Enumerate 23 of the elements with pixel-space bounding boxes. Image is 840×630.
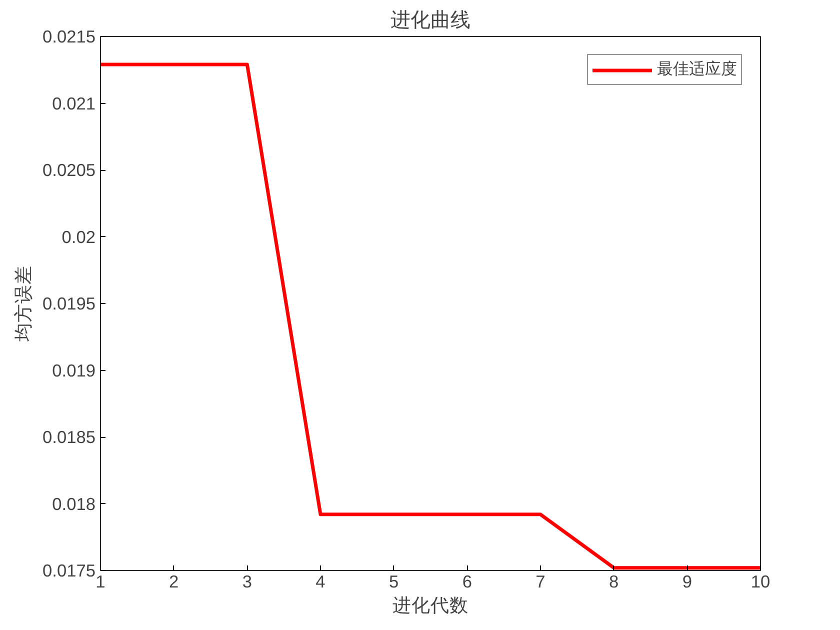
x-tick-label: 6 (462, 572, 472, 592)
x-tick-label: 2 (169, 572, 179, 592)
y-axis-title: 均方误差 (12, 266, 34, 342)
chart-title: 进化曲线 (390, 8, 470, 32)
y-tick-label: 0.02 (62, 226, 96, 247)
y-tick-label: 0.0185 (42, 427, 96, 447)
x-tick-label: 3 (242, 572, 252, 592)
legend-label: 最佳适应度 (657, 59, 737, 80)
x-tick-label: 4 (316, 572, 326, 592)
x-axis-title: 进化代数 (392, 596, 468, 616)
y-tick-label: 0.0175 (42, 560, 96, 580)
y-tick-label: 0.0205 (42, 160, 96, 180)
x-tick-label: 9 (682, 572, 692, 592)
x-tick-label: 8 (609, 572, 619, 592)
y-tick-label: 0.0215 (42, 26, 96, 46)
x-tick-label: 10 (750, 572, 770, 592)
x-tick-label: 7 (536, 572, 546, 592)
x-tick-label: 1 (96, 572, 106, 592)
y-tick-label: 0.0195 (42, 294, 96, 314)
x-tick-label: 5 (389, 572, 399, 592)
y-tick-label: 0.019 (52, 360, 96, 380)
y-tick-label: 0.021 (52, 93, 96, 114)
y-tick-label: 0.018 (52, 494, 96, 514)
